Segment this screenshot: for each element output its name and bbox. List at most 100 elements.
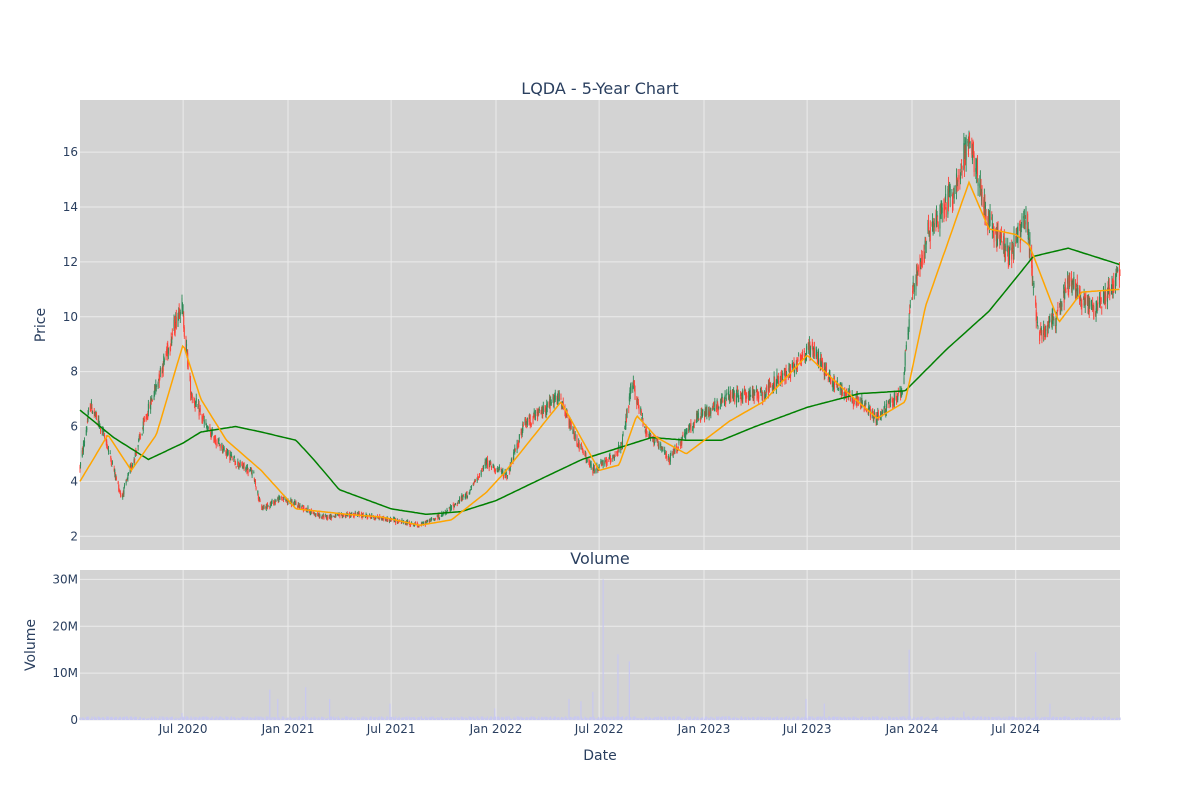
candle-body [353, 514, 355, 518]
candle-body [138, 439, 140, 442]
candle-body [550, 401, 552, 405]
candle-body [101, 427, 103, 433]
candle-body [959, 176, 961, 180]
candle-body [151, 398, 153, 401]
candle-body [462, 494, 464, 499]
candle-body [1098, 296, 1100, 303]
candle-body [529, 417, 531, 419]
candle-body [784, 372, 786, 375]
candle-body [271, 500, 273, 503]
volume-bar [945, 717, 947, 720]
candle-body [713, 402, 715, 407]
candle-body [825, 363, 827, 368]
candle-body [210, 432, 212, 439]
candle-body [936, 214, 938, 227]
candle-body [916, 271, 918, 273]
candle-body [1000, 234, 1002, 238]
candle-body [115, 475, 117, 479]
volume-bar [1103, 717, 1105, 720]
candle-body [721, 396, 723, 403]
candle-body [989, 213, 991, 223]
candle-body [341, 514, 343, 516]
candle-body [574, 436, 576, 439]
candle-body [150, 398, 152, 410]
candle-body [1109, 290, 1111, 297]
candle-body [576, 435, 578, 446]
candle-body [638, 405, 640, 411]
x-tick-label: Jul 2020 [158, 722, 208, 736]
x-axis-title: Date [583, 748, 616, 764]
candle-body [721, 396, 723, 398]
candle-body [680, 438, 682, 444]
candle-body [685, 428, 687, 432]
volume-bar [371, 718, 373, 720]
candle-body [253, 477, 255, 482]
candle-body [1075, 290, 1077, 293]
candle-body [442, 514, 444, 516]
candle-body [641, 417, 643, 419]
candle-body [1100, 296, 1102, 302]
candle-body [932, 223, 934, 231]
candle-body [967, 144, 969, 155]
candle-body [455, 503, 457, 505]
volume-bar [750, 718, 752, 720]
candle-body [1008, 247, 1010, 262]
volume-bar [546, 717, 548, 720]
candle-body [1003, 237, 1005, 257]
volume-bar [342, 717, 344, 720]
candlesticks [79, 130, 1121, 528]
candle-body [1116, 272, 1118, 274]
volume-bar [226, 716, 228, 720]
candle-body [183, 327, 185, 337]
candle-body [247, 467, 249, 469]
candle-body [516, 443, 518, 450]
candle-body [602, 462, 604, 465]
candle-body [270, 502, 272, 506]
volume-bar [597, 716, 600, 720]
candle-body [90, 406, 92, 410]
candle-body [761, 390, 763, 393]
candle-body [270, 502, 272, 504]
candle-body [1047, 325, 1049, 327]
candle-body [630, 385, 632, 391]
candle-body [421, 522, 423, 524]
candle-body [553, 397, 555, 404]
candle-body [79, 466, 81, 470]
candle-body [681, 436, 683, 440]
candle-body [99, 423, 101, 425]
candle-body [436, 514, 438, 517]
candle-body [1091, 299, 1093, 306]
volume-bar [1105, 717, 1107, 720]
candle-body [406, 521, 408, 526]
volume-bar [290, 717, 292, 720]
candle-body [302, 507, 304, 509]
candle-body [996, 228, 998, 243]
candle-body [892, 403, 894, 406]
candle-body [1008, 252, 1010, 264]
candle-body [194, 402, 196, 405]
candle-body [494, 467, 496, 473]
candle-body [1083, 297, 1085, 299]
candle-body [792, 363, 794, 366]
candle-body [542, 411, 544, 416]
candle-body [668, 455, 670, 461]
candle-body [759, 391, 761, 393]
candle-body [449, 509, 451, 511]
candle-body [546, 402, 548, 408]
candle-body [97, 418, 99, 424]
candle-body [662, 448, 664, 452]
candle-body [167, 344, 169, 356]
candle-body [484, 461, 486, 466]
candle-body [999, 235, 1001, 245]
volume-bar [869, 717, 871, 720]
candle-body [486, 458, 488, 467]
candle-body [1106, 294, 1108, 303]
candle-body [964, 140, 966, 153]
volume-bar [329, 698, 331, 720]
candle-body [86, 427, 88, 431]
candle-body [1071, 281, 1073, 294]
volume-bar [366, 717, 368, 720]
candle-body [1111, 275, 1113, 287]
candle-body [115, 478, 117, 480]
candle-body [624, 427, 626, 429]
